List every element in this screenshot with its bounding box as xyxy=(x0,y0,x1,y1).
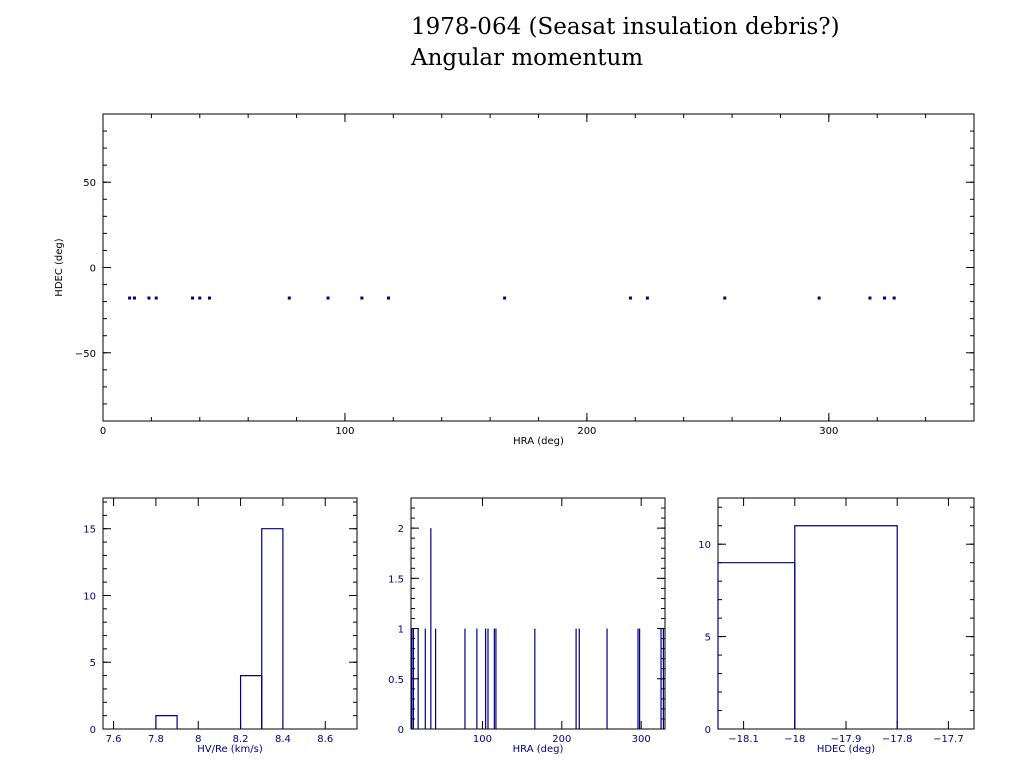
main-xlabel: HRA (deg) xyxy=(513,436,564,447)
hist_hv-xtick-label: 7.8 xyxy=(148,734,164,745)
hist_hra-xtick-label: 100 xyxy=(473,734,492,745)
hist_hra-ytick-label: 0 xyxy=(398,725,404,736)
hist_hdec-xtick-label: −17.7 xyxy=(933,734,964,745)
hist_hra-xlabel: HRA (deg) xyxy=(513,744,564,755)
data-point xyxy=(360,296,364,300)
hist_hv-xlabel: HV/Re (km/s) xyxy=(197,744,263,755)
data-point xyxy=(147,296,151,300)
hist_hdec-xtick-label: −18 xyxy=(784,734,805,745)
hist_hv-xtick-label: 8.4 xyxy=(275,734,291,745)
data-point xyxy=(198,296,202,300)
hist_hdec-frame xyxy=(717,497,975,730)
main-xtick-label: 0 xyxy=(100,426,106,437)
data-point xyxy=(868,296,872,300)
data-point xyxy=(386,296,390,300)
hist_hv-xtick-label: 8.2 xyxy=(233,734,249,745)
chart-title: 1978-064 (Seasat insulation debris?) xyxy=(411,14,840,40)
chart-subtitle: Angular momentum xyxy=(411,45,644,71)
data-point xyxy=(207,296,211,300)
hist_hdec-ytick-label: 10 xyxy=(698,540,711,551)
main-xtick-label: 300 xyxy=(819,426,838,437)
main-ytick-label: −50 xyxy=(75,349,96,360)
main-xtick-label: 200 xyxy=(577,426,596,437)
hist_hv-xtick-label: 7.6 xyxy=(106,734,122,745)
data-point xyxy=(287,296,291,300)
histogram-bar xyxy=(717,562,796,729)
hist_hra-ytick-label: 0.5 xyxy=(388,675,404,686)
hist_hra-xtick-label: 300 xyxy=(632,734,651,745)
hist_hdec-xtick-label: −17.8 xyxy=(882,734,913,745)
data-point xyxy=(892,296,896,300)
data-point xyxy=(503,296,507,300)
hist_hra-ytick-label: 1 xyxy=(398,625,404,636)
hist_hdec-xtick-label: −17.9 xyxy=(831,734,862,745)
hist_hv-xtick-label: 8 xyxy=(195,734,201,745)
histogram-bar xyxy=(794,525,898,729)
data-point xyxy=(628,296,632,300)
hist_hra-frame xyxy=(410,497,666,730)
data-point xyxy=(128,296,132,300)
main-ylabel: HDEC (deg) xyxy=(54,238,65,296)
hist_hv-xtick-label: 8.6 xyxy=(317,734,333,745)
hist_hra-xtick-label: 200 xyxy=(552,734,571,745)
main-xtick-label: 100 xyxy=(335,426,354,437)
hist_hdec-xlabel: HDEC (deg) xyxy=(817,744,875,755)
hist_hv-ytick-label: 15 xyxy=(83,525,96,536)
data-point xyxy=(723,296,727,300)
hist_hra-ytick-label: 1.5 xyxy=(388,574,404,585)
hist_hv-ytick-label: 10 xyxy=(83,591,96,602)
hist_hra-ytick-label: 2 xyxy=(398,524,404,535)
histogram-bar xyxy=(261,528,284,729)
main-frame xyxy=(102,113,975,422)
hist_hv-frame xyxy=(102,497,358,730)
main-ytick-label: 50 xyxy=(83,178,96,189)
main-ytick-label: 0 xyxy=(90,264,96,275)
data-point xyxy=(132,296,136,300)
hist_hv-ytick-label: 0 xyxy=(90,725,96,736)
hist_hdec-xtick-label: −18.1 xyxy=(728,734,759,745)
hist_hv-ytick-label: 5 xyxy=(90,658,96,669)
data-point xyxy=(326,296,330,300)
data-point xyxy=(882,296,886,300)
data-point xyxy=(191,296,195,300)
histogram-bar xyxy=(239,674,263,729)
data-point xyxy=(817,296,821,300)
data-point xyxy=(154,296,158,300)
histogram-bar xyxy=(155,715,178,729)
data-point xyxy=(645,296,649,300)
hist_hdec-ytick-label: 5 xyxy=(705,633,711,644)
hist_hdec-ytick-label: 0 xyxy=(705,725,711,736)
